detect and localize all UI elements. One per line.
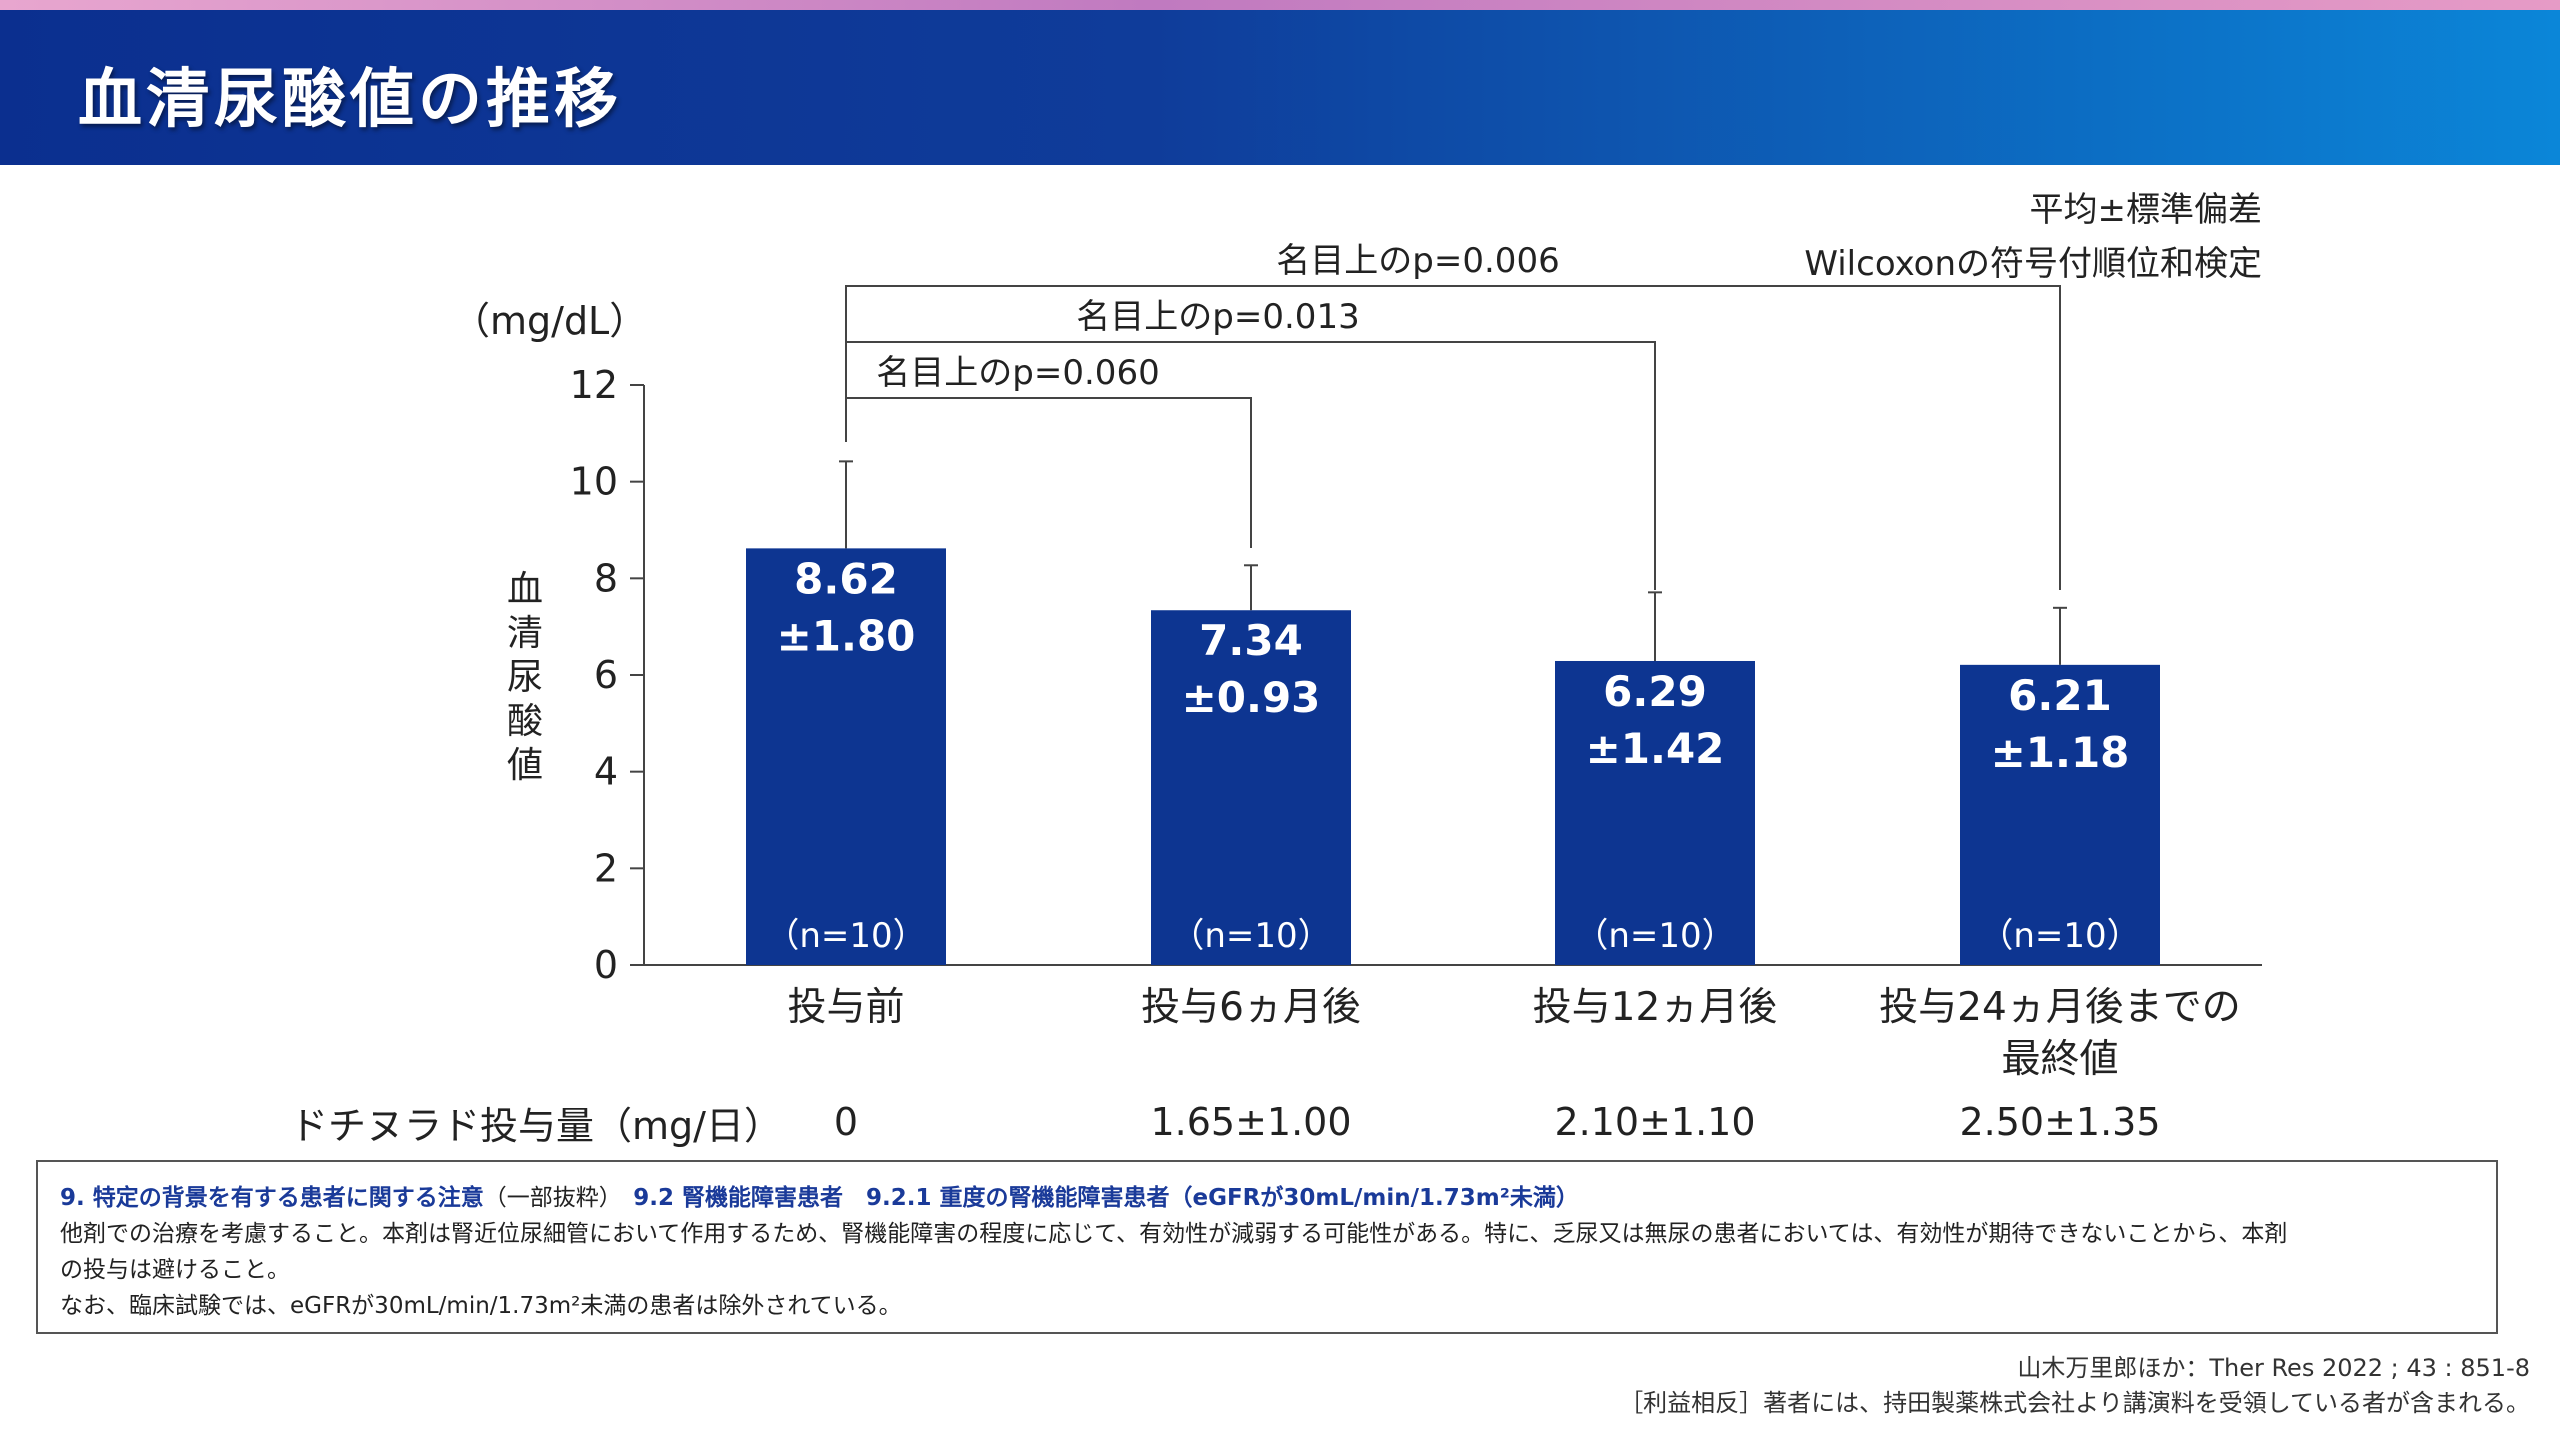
stats-note-test: Wilcoxonの符号付順位和検定 [1804,244,2262,284]
data-label-value: 6.21 [2008,671,2112,720]
data-label-value: 6.29 [1603,667,1707,716]
dose-value: 2.50±1.35 [1959,1100,2160,1144]
data-label-sd: ±1.42 [1586,724,1725,773]
data-label-sd: ±0.93 [1182,673,1321,722]
note-heading-subsection: 9.2 腎機能障害患者 9.2.1 重度の腎機能障害患者（eGFRが30mL/m… [633,1185,1579,1211]
x-category-label: 投与24ヵ月後までの [1879,985,2241,1030]
y-axis-label-char: 清 [506,613,543,654]
comparison-bracket [845,397,1252,548]
bar [1960,664,2160,965]
y-tick-label: 12 [570,363,618,407]
data-label-value: 7.34 [1199,616,1303,665]
dose-value: 1.65±1.00 [1150,1100,1351,1144]
data-label-sd: ±1.80 [777,611,916,660]
conflict-of-interest: ［利益相反］著者には、持田製薬株式会社より講演料を受領している者が含まれる。 [1619,1389,2530,1417]
y-axis-label-char: 酸 [506,701,543,742]
dose-value: 2.10±1.10 [1554,1100,1755,1144]
precaution-note-box: 9. 特定の背景を有する患者に関する注意（一部抜粋） 9.2 腎機能障害患者 9… [36,1160,2498,1334]
note-line-1: 他剤での治療を考慮すること。本剤は腎近位尿細管において作用するため、腎機能障害の… [60,1221,2288,1247]
top-accent-strip [0,0,2560,10]
x-category-label: 投与前 [787,985,904,1030]
dose-value: 0 [834,1100,858,1144]
data-label-sd: ±1.18 [1991,728,2130,777]
bar [746,548,946,965]
y-axis-label-char: 値 [506,745,543,786]
n-label: （n=10） [1979,916,2140,956]
p-value-label: 名目上のp=0.013 [1076,297,1359,337]
y-axis-unit: （mg/dL） [452,299,648,343]
y-axis-label: 血清尿酸値 [500,568,550,788]
p-value-label: 名目上のp=0.060 [876,353,1159,393]
header-bar: 血清尿酸値の推移 [0,10,2560,165]
note-line-3: なお、臨床試験では、eGFRが30mL/min/1.73m²未満の患者は除外され… [60,1293,902,1319]
y-tick-label: 0 [594,943,618,987]
y-tick-label: 2 [594,846,618,890]
n-label: （n=10） [1574,916,1735,956]
y-tick-label: 4 [594,750,618,794]
comparison-bracket [845,285,2061,590]
y-tick-label: 10 [570,460,618,504]
page-title: 血清尿酸値の推移 [78,63,622,137]
bar [1151,610,1351,965]
note-heading-excerpt: （一部抜粋） [483,1185,611,1211]
bar [1555,660,1755,965]
p-value-label: 名目上のp=0.006 [1276,241,1559,281]
note-heading: 9. 特定の背景を有する患者に関する注意（一部抜粋） 9.2 腎機能障害患者 9… [60,1180,2474,1216]
x-category-label: 最終値 [2001,1037,2118,1082]
y-axis-label-char: 血 [506,569,543,610]
dose-label: ドチヌラド投与量（mg/日） [290,1104,782,1148]
note-heading-section: 9. 特定の背景を有する患者に関する注意 [60,1185,484,1211]
x-category-label: 投与6ヵ月後 [1141,985,1361,1030]
data-label-value: 8.62 [794,554,898,603]
stats-note-mean-sd: 平均±標準偏差 [2029,190,2263,230]
y-axis-label-char: 尿 [506,657,543,698]
x-category-label: 投与12ヵ月後 [1533,985,1778,1030]
y-tick-label: 8 [594,556,618,600]
n-label: （n=10） [765,916,926,956]
citation: 山木万里郎ほか：Ther Res 2022 ; 43 : 851-8 [2017,1354,2530,1382]
n-label: （n=10） [1170,916,1331,956]
note-line-2: の投与は避けること。 [60,1257,290,1283]
y-tick-label: 6 [594,653,618,697]
